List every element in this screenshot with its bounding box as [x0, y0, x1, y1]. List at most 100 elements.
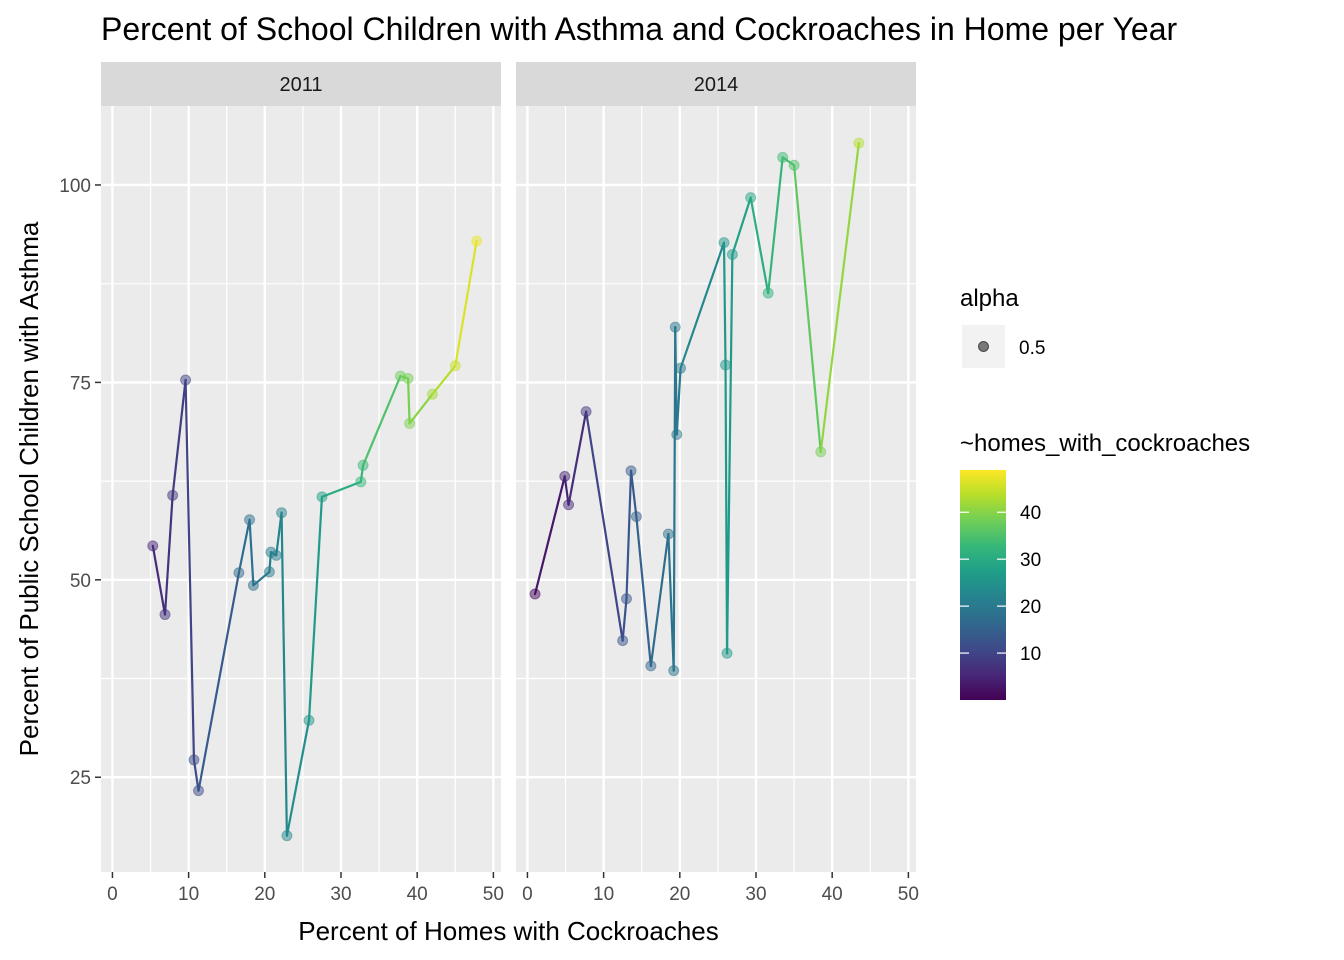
- legend-alpha-label: 0.5: [1019, 338, 1045, 359]
- series-line-segment: [280, 511, 289, 837]
- data-point: [426, 388, 438, 400]
- x-tick-label: 30: [330, 884, 351, 905]
- x-tick-label: 40: [407, 884, 428, 905]
- data-point: [815, 446, 827, 458]
- series-line-segment: [408, 393, 434, 425]
- data-point: [726, 248, 738, 260]
- series-line-segment: [649, 532, 670, 667]
- colorbar-tick-label: 20: [1020, 597, 1041, 618]
- data-point: [233, 567, 245, 579]
- x-tick-label: 20: [254, 884, 275, 905]
- x-tick-label: 10: [593, 884, 614, 905]
- series-line-segment: [454, 239, 478, 367]
- x-tick-label: 0: [522, 884, 533, 905]
- data-point: [188, 754, 200, 766]
- x-tick-label: 20: [669, 884, 690, 905]
- series-line-segment: [635, 515, 652, 667]
- y-tick-label: 100: [59, 176, 91, 197]
- y-tick-label: 75: [70, 373, 91, 394]
- y-tick-label: 50: [70, 571, 91, 592]
- data-point: [281, 830, 293, 842]
- colorbar-tick-label: 40: [1020, 503, 1041, 524]
- series-line-segment: [171, 378, 187, 497]
- plot-panel: [101, 106, 501, 872]
- series-line-segment: [285, 719, 311, 837]
- x-tick-label: 50: [898, 884, 919, 905]
- data-point: [668, 665, 680, 677]
- data-point: [471, 235, 483, 247]
- series-line-segment: [767, 156, 784, 295]
- series-line-segment: [675, 367, 682, 436]
- x-tick-label: 0: [107, 884, 118, 905]
- data-point: [529, 588, 541, 600]
- series-line-segment: [567, 410, 588, 506]
- data-point: [762, 287, 774, 299]
- data-point: [270, 549, 282, 561]
- data-point: [580, 406, 592, 418]
- data-point: [159, 609, 171, 621]
- series-line-segment: [197, 571, 241, 792]
- data-point: [247, 579, 259, 591]
- data-point: [180, 374, 192, 386]
- series-line-segment: [621, 597, 628, 642]
- y-axis-title: Percent of Public School Children with A…: [14, 221, 44, 756]
- data-point: [147, 540, 159, 552]
- data-point: [720, 359, 732, 371]
- series-line-segment: [629, 469, 638, 518]
- data-point: [276, 507, 288, 519]
- series-line-segment: [307, 495, 324, 722]
- series-line-segment: [731, 196, 752, 256]
- data-point: [617, 635, 629, 647]
- series-line-segment: [163, 494, 174, 616]
- series-line-segment: [679, 241, 726, 370]
- data-point: [404, 417, 416, 429]
- x-tick-label: 40: [822, 884, 843, 905]
- series-line-segment: [749, 196, 770, 295]
- series-line-segment: [237, 518, 251, 574]
- facet-strip: [516, 62, 916, 106]
- data-point: [263, 566, 275, 578]
- data-point: [449, 360, 461, 372]
- chart-title: Percent of School Children with Asthma a…: [101, 11, 1177, 47]
- series-line-segment: [248, 518, 255, 587]
- series-line-segment: [406, 377, 411, 425]
- data-point: [671, 429, 683, 441]
- data-point: [402, 372, 414, 384]
- data-point: [777, 151, 789, 163]
- data-point: [630, 511, 642, 523]
- legend-alpha-point: [978, 341, 989, 352]
- data-point: [669, 321, 681, 333]
- data-point: [853, 137, 865, 149]
- plot-panel: [516, 106, 916, 872]
- x-tick-label: 30: [745, 884, 766, 905]
- series-line-segment: [674, 326, 678, 436]
- series-line-segment: [725, 253, 734, 655]
- legend-colorbar: [960, 470, 1006, 700]
- data-point: [788, 159, 800, 171]
- x-axis-title: Percent of Homes with Cockroaches: [298, 916, 719, 946]
- facet-strip: [101, 62, 501, 106]
- data-point: [645, 660, 657, 672]
- data-point: [620, 593, 632, 605]
- series-line-segment: [184, 378, 196, 761]
- series-line-segment: [533, 475, 566, 596]
- x-tick-label: 10: [178, 884, 199, 905]
- data-point: [745, 192, 757, 204]
- legend-alpha-title: alpha: [960, 285, 1019, 312]
- series-line-segment: [792, 164, 822, 453]
- series-line-segment: [361, 374, 402, 467]
- series-line-segment: [625, 469, 633, 600]
- series-line-segment: [431, 364, 457, 396]
- data-point: [303, 714, 315, 726]
- data-point: [167, 489, 179, 501]
- data-point: [355, 476, 367, 488]
- data-point: [193, 785, 205, 797]
- series-line-segment: [584, 410, 624, 642]
- x-tick-label: 50: [483, 884, 504, 905]
- series-line-segment: [151, 544, 167, 616]
- data-point: [675, 362, 687, 374]
- series-line-segment: [819, 142, 860, 453]
- data-point: [563, 499, 575, 511]
- colorbar-tick-label: 30: [1020, 550, 1041, 571]
